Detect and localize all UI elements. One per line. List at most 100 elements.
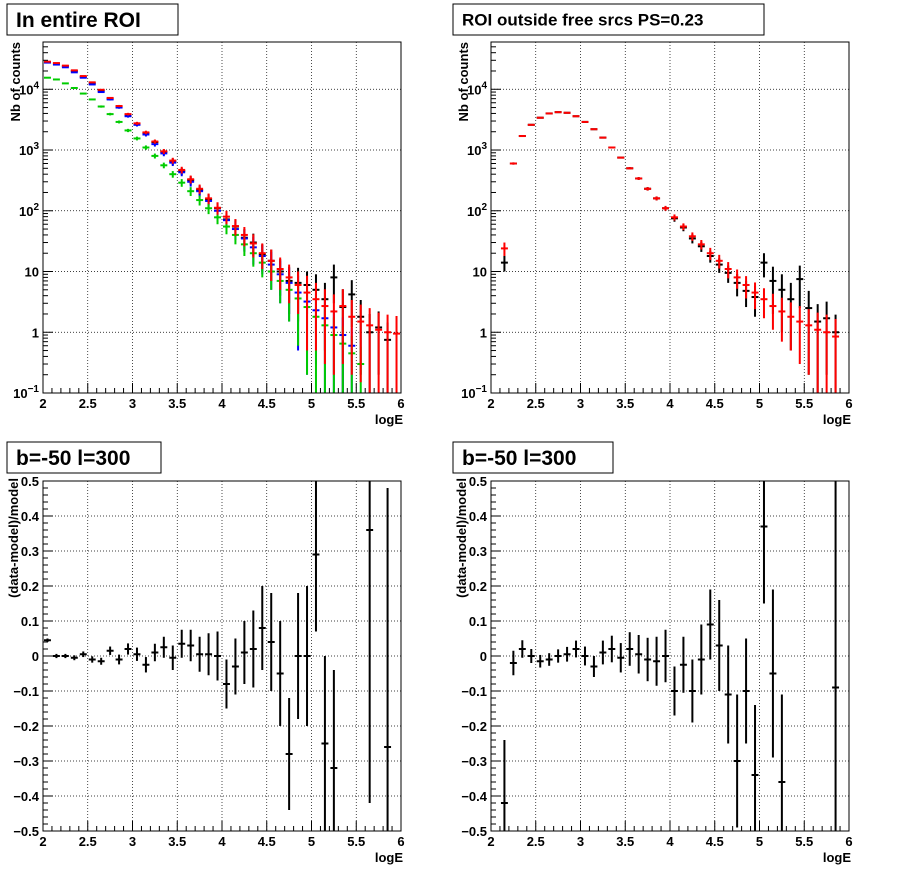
data-point xyxy=(563,646,571,662)
x-tick-label: 6 xyxy=(845,396,852,411)
x-tick-label: 5 xyxy=(308,834,315,849)
data-point xyxy=(115,104,123,108)
panel-residuals-left: 2 2.5 3 3.5 4 4.5 5 5.5 6 −0.5 −0.4 −0.3 −0.2 −0.1 0 0… xyxy=(6,441,405,865)
data-point xyxy=(133,136,141,141)
data-point xyxy=(231,638,239,695)
x-tick-label: 4.5 xyxy=(706,396,724,411)
data-point xyxy=(366,308,374,393)
y-tick-labels: −0.5 −0.4 −0.3 −0.2 −0.1 0 0.1 0.2 0.3 0.4 0.5 xyxy=(13,474,39,839)
y-tick-label: 0.5 xyxy=(21,474,39,489)
data-point xyxy=(509,162,517,165)
y-tick-label: 103 xyxy=(19,141,39,158)
data-point xyxy=(142,657,150,673)
y-tick-label: −0.2 xyxy=(13,719,39,734)
panel-title: In entire ROI xyxy=(16,9,141,32)
data-point xyxy=(124,643,132,655)
panel-title: b=-50 l=300 xyxy=(462,447,576,470)
data-point xyxy=(348,299,356,375)
data-point xyxy=(500,256,508,272)
data-point xyxy=(115,654,123,665)
y-tick-label: −0.1 xyxy=(13,684,39,699)
data-point xyxy=(796,306,804,365)
data-point xyxy=(724,262,732,279)
data-point xyxy=(599,640,607,665)
data-point xyxy=(258,243,266,269)
data-point xyxy=(240,227,248,247)
data-point xyxy=(169,157,177,164)
y-tick-label: −0.1 xyxy=(461,684,487,699)
x-tick-label: 4.5 xyxy=(258,396,276,411)
y-tick-label: 1 xyxy=(32,325,39,340)
x-axis-title: logE xyxy=(823,412,851,427)
data-point xyxy=(196,195,204,206)
axis-ticks xyxy=(42,480,402,832)
x-tick-label: 5 xyxy=(756,834,763,849)
data-point xyxy=(357,304,365,383)
data-point xyxy=(697,624,705,695)
x-tick-label: 6 xyxy=(397,834,404,849)
axis-ticks xyxy=(490,41,850,394)
x-tick-label: 2.5 xyxy=(79,396,97,411)
data-point xyxy=(832,481,840,831)
data-point xyxy=(97,105,105,108)
data-point xyxy=(688,659,696,723)
y-tick-label: −0.5 xyxy=(13,824,39,839)
data-points xyxy=(44,60,400,393)
data-point xyxy=(760,288,768,319)
data-point xyxy=(187,175,195,184)
x-tick-label: 4 xyxy=(218,834,226,849)
data-point xyxy=(214,631,221,681)
data-point xyxy=(653,196,661,201)
data-point xyxy=(509,650,517,676)
data-point xyxy=(679,223,687,231)
data-point xyxy=(223,210,230,225)
panel-title: b=-50 l=300 xyxy=(16,447,130,470)
data-point xyxy=(196,184,204,194)
x-tick-label: 5.5 xyxy=(795,834,813,849)
y-axis-title: Nb of counts xyxy=(8,42,23,121)
x-tick-label: 4.5 xyxy=(706,834,724,849)
data-point xyxy=(187,629,195,662)
data-point xyxy=(384,314,392,393)
panel-title-box xyxy=(6,441,162,474)
data-point xyxy=(276,257,284,290)
x-tick-label: 6 xyxy=(397,396,404,411)
data-point xyxy=(617,643,625,673)
data-point xyxy=(205,203,213,215)
y-tick-label: −0.3 xyxy=(13,754,39,769)
grid xyxy=(43,481,401,831)
data-point xyxy=(796,265,804,309)
data-point xyxy=(223,659,230,709)
data-point xyxy=(267,249,275,281)
x-tick-label: 3.5 xyxy=(168,834,186,849)
x-tick-label: 3.5 xyxy=(616,396,634,411)
x-axis-title: logE xyxy=(375,412,403,427)
x-tick-label: 5.5 xyxy=(347,834,365,849)
data-point xyxy=(671,666,678,716)
x-tick-label: 4 xyxy=(218,396,226,411)
x-tick-label: 6 xyxy=(845,834,852,849)
data-point xyxy=(590,656,598,677)
panel-title-box xyxy=(452,441,614,474)
data-point xyxy=(321,289,329,365)
panel-title: ROI outside free srcs PS=0.23 xyxy=(462,11,703,30)
y-tick-label: 10−1 xyxy=(13,384,39,401)
data-point xyxy=(679,636,687,693)
x-tick-label: 5 xyxy=(756,396,763,411)
y-tick-label: −0.3 xyxy=(461,754,487,769)
y-tick-label: 102 xyxy=(19,202,39,219)
data-point xyxy=(706,247,714,260)
x-tick-labels: 2 2.5 3 3.5 4 4.5 5 5.5 6 xyxy=(487,834,852,849)
data-point xyxy=(160,148,168,154)
data-point xyxy=(662,205,669,211)
data-point xyxy=(671,214,678,221)
data-point xyxy=(178,179,186,187)
y-tick-label: −0.4 xyxy=(13,789,39,804)
data-point xyxy=(160,162,168,169)
x-tick-label: 5.5 xyxy=(347,396,365,411)
data-point xyxy=(644,187,652,191)
data-point xyxy=(303,275,311,351)
data-point xyxy=(151,643,159,662)
data-point xyxy=(742,276,750,299)
